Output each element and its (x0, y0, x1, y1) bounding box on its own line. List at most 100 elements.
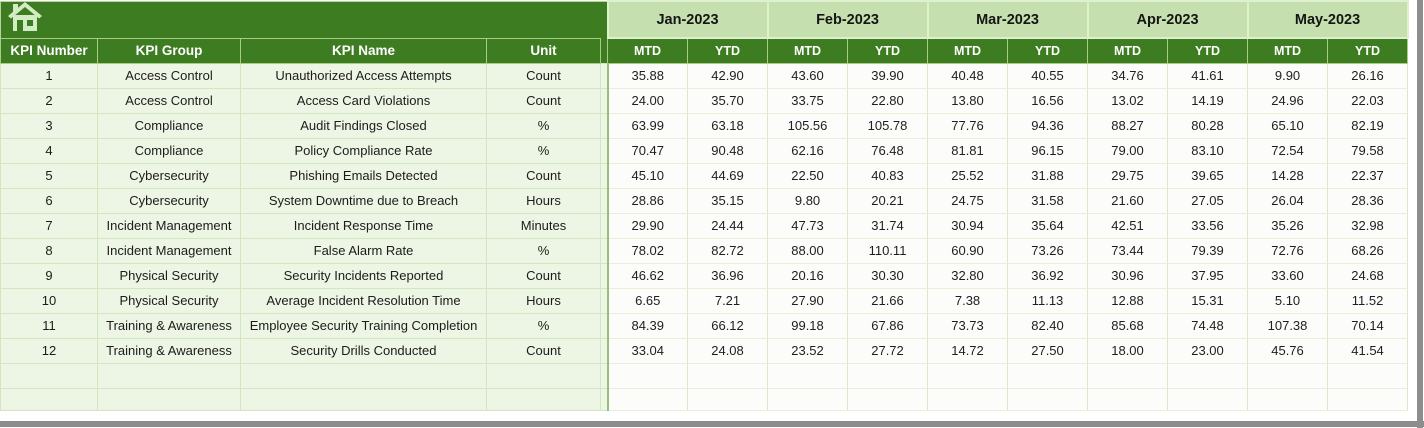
value-cell[interactable]: 88.27 (1087, 112, 1169, 139)
value-cell[interactable]: 26.16 (1327, 62, 1409, 89)
value-cell[interactable]: 70.47 (607, 137, 688, 164)
kpi-number-cell[interactable]: 3 (0, 112, 98, 139)
value-cell[interactable]: 35.88 (607, 62, 688, 89)
kpi-number-cell[interactable]: 9 (0, 262, 98, 289)
value-cell[interactable]: 72.76 (1247, 237, 1329, 264)
empty-cell[interactable] (607, 362, 688, 389)
value-cell[interactable]: 7.21 (686, 287, 769, 314)
value-cell[interactable]: 35.70 (686, 87, 769, 114)
value-cell[interactable]: 30.30 (847, 262, 929, 289)
value-cell[interactable]: 13.02 (1087, 87, 1169, 114)
value-cell[interactable]: 41.61 (1167, 62, 1249, 89)
unit-cell[interactable]: Count (486, 62, 601, 89)
unit-cell[interactable]: Count (486, 337, 601, 364)
value-cell[interactable]: 85.68 (1087, 312, 1169, 339)
empty-cell[interactable] (847, 387, 929, 411)
value-cell[interactable]: 23.00 (1167, 337, 1249, 364)
value-cell[interactable]: 25.52 (927, 162, 1009, 189)
value-cell[interactable]: 88.00 (767, 237, 849, 264)
month-header-4[interactable]: Apr-2023 (1086, 0, 1249, 39)
ytd-header[interactable]: YTD (1327, 37, 1409, 64)
value-cell[interactable]: 77.76 (927, 112, 1009, 139)
value-cell[interactable]: 60.90 (927, 237, 1009, 264)
value-cell[interactable]: 29.90 (607, 212, 688, 239)
value-cell[interactable]: 7.38 (927, 287, 1009, 314)
value-cell[interactable]: 76.48 (847, 137, 929, 164)
value-cell[interactable]: 22.50 (767, 162, 849, 189)
unit-cell[interactable]: % (486, 137, 601, 164)
value-cell[interactable]: 44.69 (686, 162, 769, 189)
value-cell[interactable]: 20.21 (847, 187, 929, 214)
empty-cell[interactable] (686, 387, 769, 411)
value-cell[interactable]: 30.96 (1087, 262, 1169, 289)
value-cell[interactable]: 31.88 (1007, 162, 1089, 189)
value-cell[interactable]: 46.62 (607, 262, 688, 289)
kpi-group-cell[interactable]: Physical Security (97, 287, 241, 314)
value-cell[interactable]: 36.92 (1007, 262, 1089, 289)
value-cell[interactable]: 35.64 (1007, 212, 1089, 239)
unit-cell[interactable]: Minutes (486, 212, 601, 239)
value-cell[interactable]: 90.48 (686, 137, 769, 164)
value-cell[interactable]: 14.72 (927, 337, 1009, 364)
kpi-number-cell[interactable]: 7 (0, 212, 98, 239)
kpi-group-cell[interactable]: Compliance (97, 137, 241, 164)
value-cell[interactable]: 40.55 (1007, 62, 1089, 89)
value-cell[interactable]: 70.14 (1327, 312, 1409, 339)
unit-cell[interactable]: Count (486, 262, 601, 289)
value-cell[interactable]: 82.40 (1007, 312, 1089, 339)
month-header-2[interactable]: Feb-2023 (766, 0, 929, 39)
mtd-header[interactable]: MTD (1087, 37, 1169, 64)
value-cell[interactable]: 28.36 (1327, 187, 1409, 214)
unit-cell[interactable]: Count (486, 87, 601, 114)
empty-cell[interactable] (767, 387, 849, 411)
empty-cell[interactable] (607, 387, 688, 411)
value-cell[interactable]: 14.28 (1247, 162, 1329, 189)
value-cell[interactable]: 83.10 (1167, 137, 1249, 164)
unit-cell[interactable]: % (486, 312, 601, 339)
empty-cell[interactable] (767, 362, 849, 389)
kpi-group-cell[interactable]: Incident Management (97, 237, 241, 264)
value-cell[interactable]: 47.73 (767, 212, 849, 239)
value-cell[interactable]: 27.72 (847, 337, 929, 364)
value-cell[interactable]: 72.54 (1247, 137, 1329, 164)
kpi-name-cell[interactable]: False Alarm Rate (240, 237, 487, 264)
empty-cell[interactable] (1327, 362, 1409, 389)
kpi-name-cell[interactable]: Audit Findings Closed (240, 112, 487, 139)
value-cell[interactable]: 14.19 (1167, 87, 1249, 114)
value-cell[interactable]: 33.04 (607, 337, 688, 364)
value-cell[interactable]: 23.52 (767, 337, 849, 364)
value-cell[interactable]: 11.52 (1327, 287, 1409, 314)
kpi-group-cell[interactable]: Compliance (97, 112, 241, 139)
empty-cell[interactable] (1007, 387, 1089, 411)
unit-cell[interactable]: Count (486, 162, 601, 189)
empty-cell[interactable] (1247, 387, 1329, 411)
value-cell[interactable]: 5.10 (1247, 287, 1329, 314)
value-cell[interactable]: 105.78 (847, 112, 929, 139)
value-cell[interactable]: 26.04 (1247, 187, 1329, 214)
value-cell[interactable]: 24.96 (1247, 87, 1329, 114)
value-cell[interactable]: 37.95 (1167, 262, 1249, 289)
kpi-number-cell[interactable]: 4 (0, 137, 98, 164)
kpi-name-cell[interactable]: System Downtime due to Breach (240, 187, 487, 214)
kpi-group-cell[interactable]: Cybersecurity (97, 162, 241, 189)
value-cell[interactable]: 67.86 (847, 312, 929, 339)
kpi-group-cell[interactable]: Cybersecurity (97, 187, 241, 214)
kpi-name-cell[interactable]: Security Drills Conducted (240, 337, 487, 364)
value-cell[interactable]: 80.28 (1167, 112, 1249, 139)
value-cell[interactable]: 21.60 (1087, 187, 1169, 214)
empty-cell[interactable] (1247, 362, 1329, 389)
value-cell[interactable]: 96.15 (1007, 137, 1089, 164)
empty-cell[interactable] (486, 362, 601, 389)
value-cell[interactable]: 22.03 (1327, 87, 1409, 114)
value-cell[interactable]: 79.39 (1167, 237, 1249, 264)
kpi-group-cell[interactable]: Training & Awareness (97, 337, 241, 364)
unit-cell[interactable]: Hours (486, 287, 601, 314)
kpi-number-cell[interactable]: 11 (0, 312, 98, 339)
kpi-number-cell[interactable]: 8 (0, 237, 98, 264)
value-cell[interactable]: 42.51 (1087, 212, 1169, 239)
empty-cell[interactable] (486, 387, 601, 411)
value-cell[interactable]: 6.65 (607, 287, 688, 314)
empty-cell[interactable] (686, 362, 769, 389)
value-cell[interactable]: 24.44 (686, 212, 769, 239)
value-cell[interactable]: 21.66 (847, 287, 929, 314)
